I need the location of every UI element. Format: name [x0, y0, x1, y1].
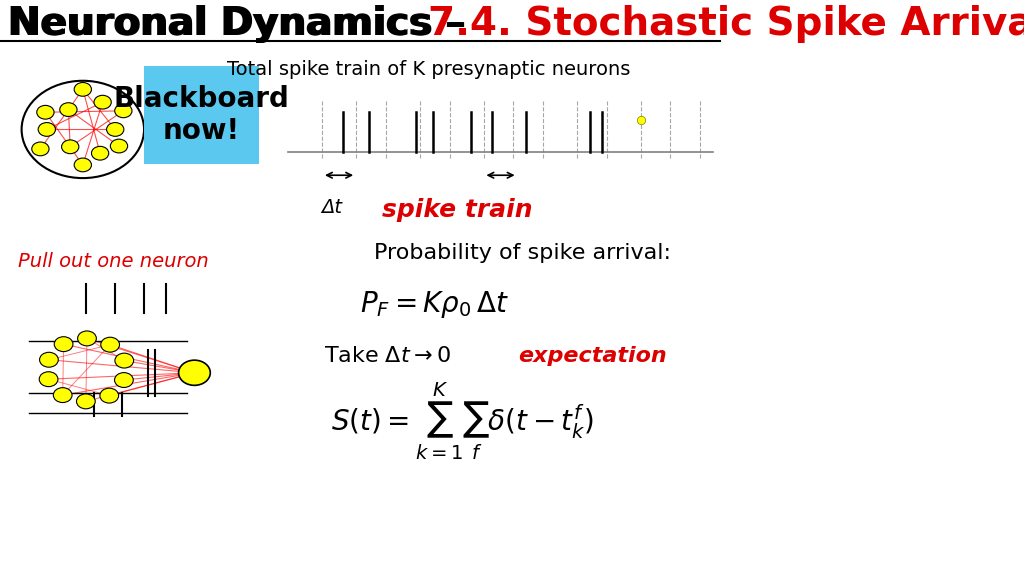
Circle shape — [91, 146, 109, 160]
Circle shape — [53, 388, 72, 403]
Text: $S(t) = \sum_{k=1}^{K}\sum_{f} \delta(t - t_{k}^{f})$: $S(t) = \sum_{k=1}^{K}\sum_{f} \delta(t … — [332, 381, 594, 462]
Text: Take $\Delta t \rightarrow 0$: Take $\Delta t \rightarrow 0$ — [324, 346, 451, 366]
Circle shape — [100, 337, 120, 352]
Circle shape — [115, 353, 133, 368]
Text: expectation: expectation — [518, 346, 668, 366]
Text: Δt: Δt — [322, 198, 342, 217]
Circle shape — [100, 388, 119, 403]
Circle shape — [39, 372, 58, 386]
Circle shape — [77, 394, 95, 409]
Circle shape — [74, 158, 91, 172]
Circle shape — [115, 373, 133, 388]
Circle shape — [94, 95, 112, 109]
Circle shape — [54, 337, 73, 351]
FancyBboxPatch shape — [144, 66, 259, 164]
Circle shape — [178, 360, 210, 385]
Text: Total spike train of K presynaptic neurons: Total spike train of K presynaptic neuro… — [226, 60, 630, 79]
Circle shape — [74, 82, 91, 96]
Circle shape — [59, 103, 77, 116]
Text: Neuronal Dynamics – 7.4. Stochastic Spike Arrival: Neuronal Dynamics – 7.4. Stochastic Spik… — [7, 5, 1024, 43]
Circle shape — [111, 139, 128, 153]
Text: Blackboard
now!: Blackboard now! — [114, 85, 290, 145]
Circle shape — [40, 353, 58, 367]
Circle shape — [61, 140, 79, 154]
Text: $P_{F} = K\rho_{0}\,\Delta t$: $P_{F} = K\rho_{0}\,\Delta t$ — [360, 289, 509, 320]
Text: spike train: spike train — [382, 198, 532, 222]
Text: Neuronal Dynamics –: Neuronal Dynamics – — [7, 5, 478, 43]
Circle shape — [38, 123, 55, 137]
Text: 7.4. Stochastic Spike Arrival: 7.4. Stochastic Spike Arrival — [428, 5, 1024, 43]
Text: Pull out one neuron: Pull out one neuron — [18, 252, 209, 271]
Circle shape — [106, 123, 124, 137]
Circle shape — [37, 105, 54, 119]
Circle shape — [115, 104, 132, 118]
Circle shape — [78, 331, 96, 346]
Text: Probability of spike arrival:: Probability of spike arrival: — [375, 242, 672, 263]
Text: Neuronal Dynamics –: Neuronal Dynamics – — [8, 5, 479, 43]
Circle shape — [32, 142, 49, 156]
